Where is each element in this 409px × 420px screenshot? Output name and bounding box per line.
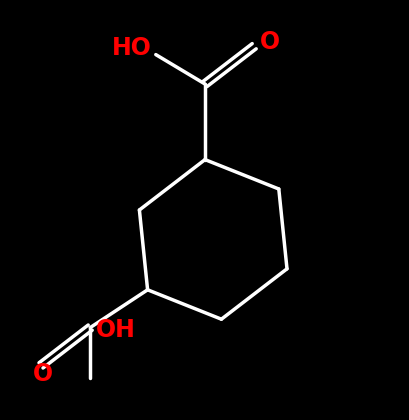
Text: O: O — [260, 30, 280, 54]
Text: O: O — [33, 362, 53, 386]
Text: HO: HO — [112, 36, 151, 60]
Text: OH: OH — [96, 318, 136, 342]
